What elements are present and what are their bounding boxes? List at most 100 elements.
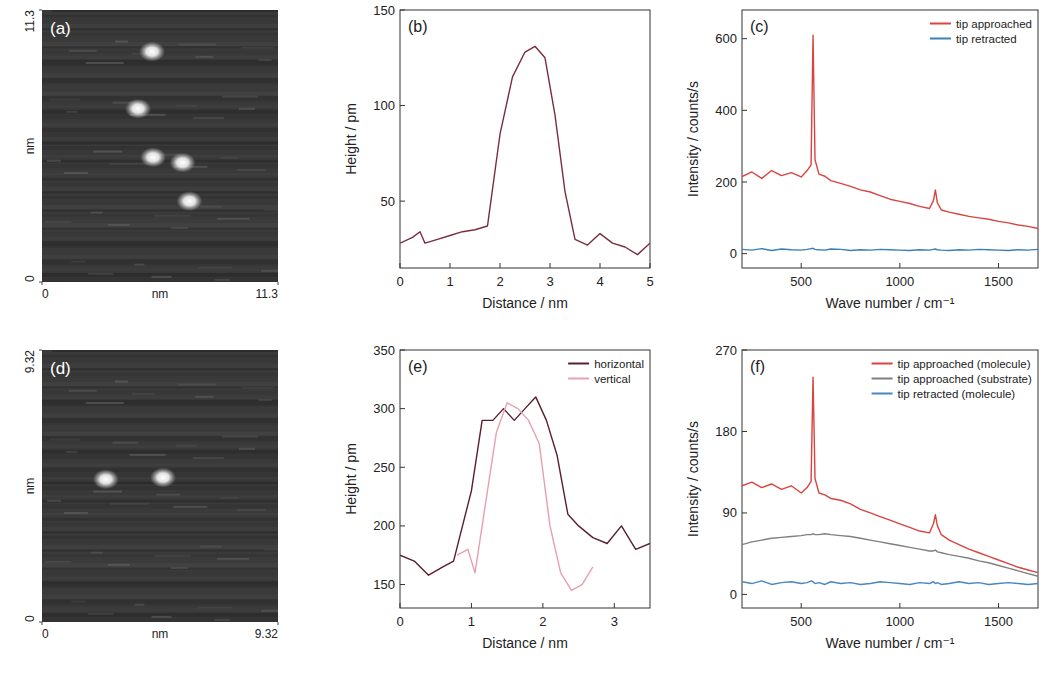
scan-streak [154,215,191,217]
scan-line [42,450,278,454]
scan-streak [220,157,239,159]
series-line [400,46,650,254]
scan-streak [71,261,86,263]
scan-streak [176,445,197,447]
scan-line [42,386,278,388]
scan-line [42,613,278,617]
scan-line [42,395,278,399]
y-tick [400,584,405,585]
scan-line [42,554,278,557]
y-tick-label: 0 [730,587,737,602]
panel-letter: (b) [408,18,428,35]
scan-streak [178,44,216,46]
x-tick-label: 1500 [984,274,1013,289]
scan-streak [66,451,77,453]
scan-streak [156,494,180,496]
legend: tip approachedtip retracted [930,18,1032,45]
y-tick [400,350,405,351]
scan-line [42,540,278,544]
molecule-spot [140,147,166,167]
scan-line [42,259,278,264]
series-line [742,581,1038,585]
scan-line [42,522,278,526]
y-tick-label: 0 [23,275,37,282]
legend-swatch [930,38,951,40]
plot-frame [742,10,1038,268]
series-line [742,534,1038,577]
series-line [742,35,1038,229]
legend-label: tip retracted [956,33,1017,45]
scan-streak [134,604,144,606]
legend-label: tip approached (molecule) [898,358,1031,370]
y-axis-title: Height / pm [343,103,359,175]
scan-line [42,409,278,412]
y-tick-label: 180 [715,424,737,439]
y-tick [39,10,42,11]
y-tick [400,408,405,409]
scan-line [42,572,278,575]
legend-label: vertical [594,373,630,385]
scan-streak [222,96,258,98]
scan-streak [47,500,61,502]
scan-streak [130,454,166,456]
y-tick [39,350,42,351]
scan-streak [178,384,216,386]
scan-streak [86,402,124,404]
x-tick-label: 5 [646,274,653,289]
scan-streak [69,390,97,392]
scan-line [42,69,278,72]
scan-line [42,250,278,253]
scan-line [42,128,278,132]
x-tick-label: 0 [42,627,49,641]
scan-streak [93,151,122,153]
scan-line [42,264,278,266]
scan-line [42,169,278,174]
x-axis-title: nm [152,287,169,301]
scan-line [42,413,278,417]
y-tick [742,350,747,351]
scan-line [42,441,278,443]
scan-line [42,141,278,144]
scan-line [42,359,278,363]
scan-line [42,24,278,29]
scan-line [42,518,278,521]
x-tick [614,603,615,608]
y-tick-label: 400 [715,103,737,118]
x-tick-label: 0 [396,274,403,289]
scan-line [42,504,278,508]
scan-line [42,404,278,406]
scan-streak [261,610,278,612]
scan-streak [88,273,113,275]
image-panel: (d)09.32nm09.32nm [23,350,291,641]
x-tick [550,263,551,268]
x-tick [450,263,451,268]
x-tick-label: 0 [396,614,403,629]
scan-streak [200,206,222,208]
molecule-spot [125,99,151,119]
molecule-spot [170,153,196,173]
x-axis-title: Wave number / cm⁻¹ [825,295,954,311]
y-tick-label: 150 [373,3,395,18]
scan-line [42,37,278,41]
scan-line [42,463,278,466]
scan-streak [42,10,52,12]
scan-line [42,617,278,622]
legend-swatch [930,23,951,25]
scan-line [42,400,278,405]
scan-streak [108,224,130,226]
scan-line [42,432,278,436]
scan-streak [239,108,255,110]
scan-streak [176,105,197,107]
scan-line [42,110,278,114]
scan-line [42,545,278,550]
scan-line [42,563,278,568]
x-axis-title: nm [152,627,169,641]
scan-line [42,604,278,606]
scan-line [42,87,278,90]
scan-line [42,427,278,430]
scan-line [42,500,278,503]
scan-streak [108,564,130,566]
scan-line [42,599,278,604]
scan-line [42,590,278,593]
scan-streak [193,117,224,119]
